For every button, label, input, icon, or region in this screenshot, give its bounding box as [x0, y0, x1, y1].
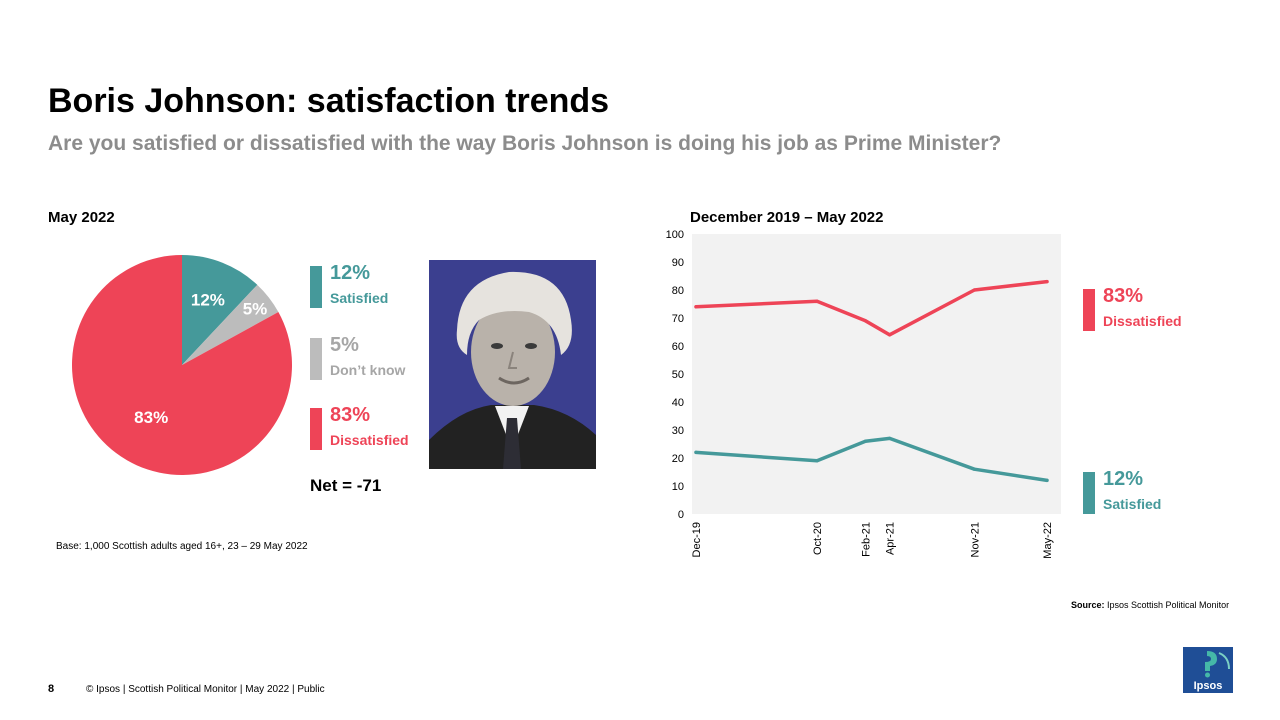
x-tick-label: Apr-21	[885, 522, 897, 555]
y-tick-label: 20	[672, 453, 684, 465]
slide-subtitle: Are you satisfied or dissatisfied with t…	[48, 132, 1002, 155]
pie-heading: May 2022	[48, 209, 115, 226]
y-tick-label: 10	[672, 481, 684, 493]
data-point-satisfied	[972, 467, 976, 471]
end-label-swatch	[1083, 472, 1095, 514]
legend-label: Don’t know	[330, 362, 406, 378]
slide-title: Boris Johnson: satisfaction trends	[48, 82, 610, 120]
data-point-satisfied	[815, 459, 819, 463]
end-label-swatch	[1083, 289, 1095, 331]
y-tick-label: 30	[672, 425, 684, 437]
end-label-name: Dissatisfied	[1103, 313, 1182, 329]
data-point-satisfied	[888, 436, 892, 440]
legend-swatch	[310, 338, 322, 380]
legend-pct: 83%	[330, 404, 371, 426]
ipsos-logo: Ipsos	[1183, 647, 1233, 693]
page-number: 8	[48, 683, 55, 695]
y-tick-label: 70	[672, 313, 684, 325]
legend-pct: 12%	[330, 262, 371, 284]
legend-swatch	[310, 266, 322, 308]
pie-slice-don-t-know	[182, 284, 279, 365]
pie-slice-satisfied	[182, 255, 258, 365]
source-label: Source:	[1071, 600, 1105, 610]
data-point-dissatisfied	[1045, 280, 1049, 284]
data-point-satisfied	[1045, 478, 1049, 482]
x-tick-label: Dec-19	[691, 522, 703, 557]
legend-swatch	[310, 408, 322, 450]
logo-text: Ipsos	[1194, 680, 1223, 692]
data-point-dissatisfied	[694, 305, 698, 309]
y-tick-label: 40	[672, 397, 684, 409]
pie-slice-dissatisfied	[72, 255, 292, 475]
y-tick-label: 90	[672, 257, 684, 269]
plot-area	[692, 234, 1061, 514]
end-label-name: Satisfied	[1103, 496, 1162, 512]
legend-label: Dissatisfied	[330, 432, 409, 448]
net-score: Net = -71	[310, 476, 382, 495]
footer-text: © Ipsos | Scottish Political Monitor | M…	[86, 684, 325, 695]
series-line-satisfied	[694, 436, 1049, 483]
data-point-satisfied	[694, 450, 698, 454]
data-point-dissatisfied	[815, 299, 819, 303]
end-label-pct: 83%	[1103, 285, 1144, 307]
x-tick-label: May-22	[1042, 522, 1054, 559]
data-point-dissatisfied	[972, 288, 976, 292]
x-tick-label: Nov-21	[969, 522, 981, 557]
x-tick-label: Feb-21	[860, 522, 872, 557]
y-tick-label: 0	[678, 509, 684, 521]
y-tick-label: 50	[672, 369, 684, 381]
base-note: Base: 1,000 Scottish adults aged 16+, 23…	[56, 541, 308, 552]
portrait-photo	[429, 260, 596, 469]
source-text: Ipsos Scottish Political Monitor	[1104, 600, 1230, 610]
pie-data-label: 5%	[243, 299, 268, 318]
legend-label: Satisfied	[330, 290, 389, 306]
pie-data-label: 83%	[134, 408, 168, 427]
x-tick-label: Oct-20	[812, 522, 824, 555]
y-tick-label: 60	[672, 341, 684, 353]
legend-pct: 5%	[330, 334, 359, 356]
y-tick-label: 100	[666, 229, 684, 241]
y-tick-label: 80	[672, 285, 684, 297]
source-note: Source: Ipsos Scottish Political Monitor	[1071, 600, 1229, 610]
pie-data-label: 12%	[191, 291, 225, 310]
series-line-dissatisfied	[694, 279, 1049, 337]
end-label-pct: 12%	[1103, 468, 1144, 490]
data-point-satisfied	[863, 439, 868, 443]
line-chart: 0 10 20 30 40 50 60 70 80 90 100 Dec-19 Oct-20 Feb-21…	[666, 229, 1061, 559]
pie-chart: 12% 5% 83%	[72, 255, 292, 475]
data-point-dissatisfied	[863, 319, 868, 323]
trend-heading: December 2019 – May 2022	[690, 209, 884, 226]
data-point-dissatisfied	[888, 333, 892, 337]
